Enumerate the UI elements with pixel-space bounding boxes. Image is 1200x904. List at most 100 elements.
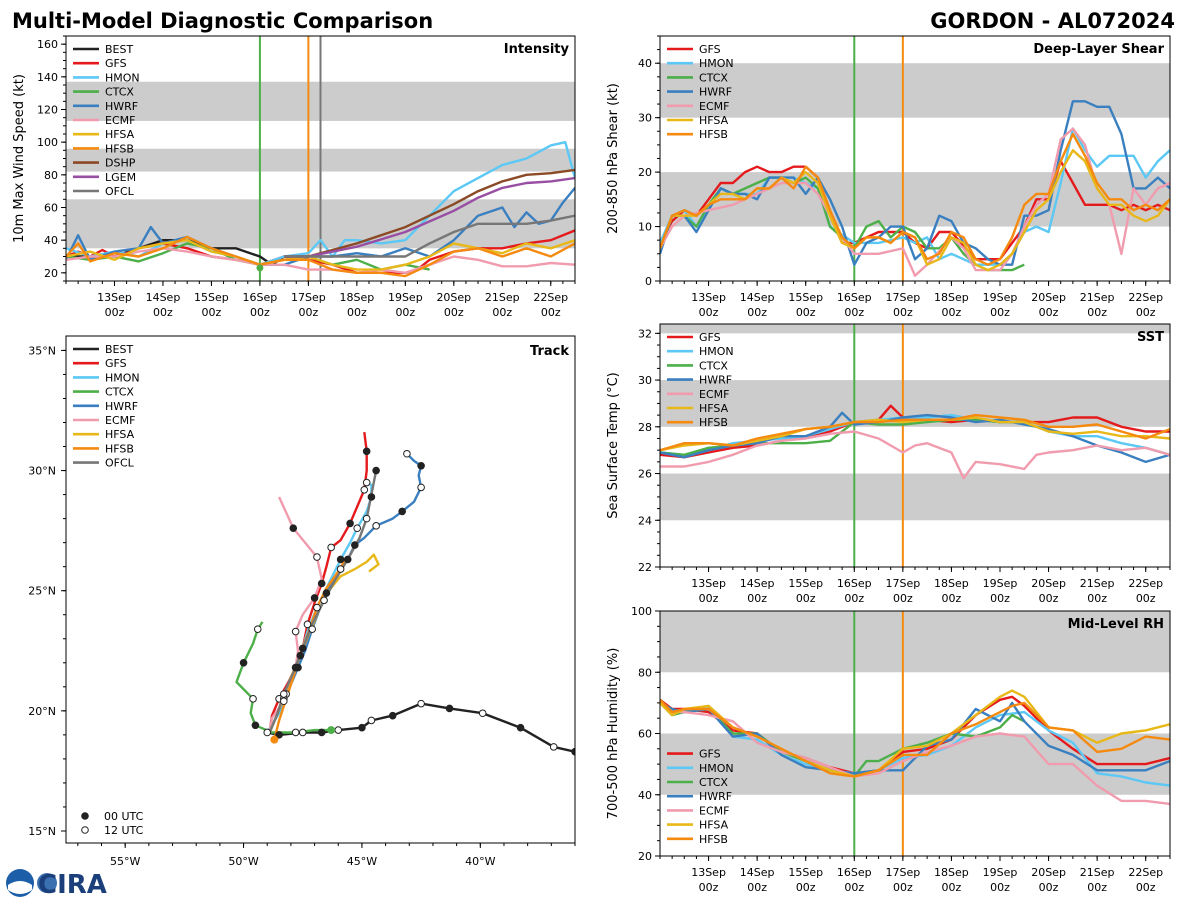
track-marker-legend-symbol — [81, 812, 89, 820]
sst-legend-label-ecmf: ECMF — [699, 388, 729, 401]
intensity-xtick-date: 21Sep — [485, 291, 520, 304]
shear-ylabel: 200-850 hPa Shear (kt) — [606, 83, 621, 234]
rh-xtick-hour: 00z — [699, 881, 719, 894]
shear-xtick-date: 21Sep — [1080, 291, 1115, 304]
track-position-marker — [322, 589, 331, 597]
sst-series-hwrf — [660, 411, 1170, 464]
rh-ytick-label: 80 — [638, 666, 652, 679]
shear-series-hwrf — [660, 100, 1170, 266]
track-legend-label-gfs: GFS — [105, 357, 127, 370]
track-position-marker — [571, 747, 575, 756]
sst-legend-label-hfsb: HFSB — [699, 416, 728, 429]
rh-legend-label-hfsb: HFSB — [699, 833, 728, 846]
track-position-marker — [367, 716, 376, 725]
track-legend-label-hmon: HMON — [105, 371, 140, 384]
sst-xtick-hour: 00z — [699, 592, 719, 605]
rh-band — [660, 611, 1170, 673]
rh-xtick-date: 18Sep — [934, 866, 969, 879]
intensity-title: Intensity — [504, 42, 570, 57]
sst-xtick-hour: 00z — [990, 592, 1010, 605]
storm-id-title: GORDON - AL072024 — [930, 9, 1175, 33]
intensity-xtick-date: 14Sep — [146, 291, 181, 304]
intensity-xtick-hour: 00z — [153, 306, 173, 319]
track-legend-label-hfsa: HFSA — [105, 428, 135, 441]
track-position-marker — [291, 728, 300, 737]
shear-xtick-date: 17Sep — [885, 291, 920, 304]
intensity-xtick-date: 18Sep — [339, 291, 374, 304]
track-position-marker — [549, 743, 558, 751]
rh-legend-label-hfsa: HFSA — [699, 819, 729, 832]
rh-xtick-date: 15Sep — [788, 866, 823, 879]
sst-title: SST — [1137, 330, 1164, 345]
rh-series-hfsb — [660, 698, 1170, 778]
track-ytick-label: 35°N — [28, 344, 56, 357]
sst-series-ecmf — [660, 430, 1170, 480]
intensity-xtick-date: 17Sep — [291, 291, 326, 304]
track-position-marker — [296, 651, 305, 660]
track-position-marker — [516, 723, 525, 732]
track-ctcx-start-marker — [327, 726, 336, 735]
rh-xtick-hour: 00z — [1136, 881, 1156, 894]
track-frame — [65, 335, 576, 844]
intensity-legend-label-hmon: HMON — [105, 71, 140, 84]
shear-legend-label-ctcx: CTCX — [699, 71, 728, 84]
intensity-series-dshp — [284, 168, 575, 258]
sst-xtick-hour: 00z — [1136, 592, 1156, 605]
track-legend-label-hfsb: HFSB — [105, 442, 134, 455]
track-position-marker — [313, 553, 321, 561]
shear-xtick-hour: 00z — [893, 306, 913, 319]
track-position-marker — [298, 728, 307, 737]
intensity-series-hfsa — [66, 238, 575, 271]
track-position-marker — [310, 594, 319, 602]
rh-xtick-date: 14Sep — [740, 866, 775, 879]
track-ytick-label: 25°N — [28, 585, 56, 598]
track-position-marker — [317, 579, 326, 588]
cira-logo: CIRA — [6, 869, 107, 900]
sst-xtick-date: 16Sep — [837, 577, 872, 590]
track-series-best — [266, 702, 575, 753]
track-legend-label-hwrf: HWRF — [105, 400, 138, 413]
shear-ytick-label: 40 — [638, 57, 652, 70]
track-position-marker — [275, 731, 283, 739]
sst-ytick-label: 22 — [638, 561, 652, 574]
rh-legend-label-gfs: GFS — [699, 748, 721, 761]
sst-legend-label-hwrf: HWRF — [699, 374, 732, 387]
shear-ytick-label: 20 — [638, 166, 652, 179]
sst-xtick-hour: 00z — [893, 592, 913, 605]
track-position-marker — [327, 543, 335, 552]
track-position-marker — [417, 699, 425, 708]
shear-xtick-date: 14Sep — [740, 291, 775, 304]
sst-ylabel: Sea Surface Temp (°C) — [606, 372, 621, 519]
track-position-marker — [417, 461, 425, 470]
rh-xtick-hour: 00z — [990, 881, 1010, 894]
track-position-marker — [362, 514, 371, 523]
track-position-marker — [358, 723, 366, 732]
noaa-wave-icon — [8, 881, 32, 894]
intensity-xtick-hour: 00z — [444, 306, 464, 319]
sst-legend-label-hmon: HMON — [699, 345, 734, 358]
track-marker-legend-label: 12 UTC — [104, 824, 144, 837]
intensity-ytick-label: 40 — [44, 234, 58, 247]
intensity-ylabel: 10m Max Wind Speed (kt) — [12, 74, 27, 243]
sst-xtick-date: 14Sep — [740, 577, 775, 590]
rh-xtick-hour: 00z — [844, 881, 864, 894]
track-position-marker — [303, 620, 312, 629]
shear-xtick-hour: 00z — [747, 306, 767, 319]
track-position-marker — [362, 447, 371, 456]
intensity-xtick-hour: 00z — [250, 306, 270, 319]
shear-xtick-date: 15Sep — [788, 291, 823, 304]
rh-ytick-label: 40 — [638, 789, 652, 802]
rh-xtick-date: 20Sep — [1031, 866, 1066, 879]
shear-legend-label-hwrf: HWRF — [699, 86, 732, 99]
sst-xtick-date: 20Sep — [1031, 577, 1066, 590]
track-position-marker — [298, 644, 307, 653]
track-xtick-label: 50°W — [228, 855, 258, 868]
track-position-marker — [478, 709, 487, 718]
sst-ytick-label: 30 — [638, 374, 652, 387]
figure-title: Multi-Model Diagnostic Comparison — [12, 9, 433, 33]
shear-xtick-hour: 00z — [942, 306, 962, 319]
track-position-marker — [417, 483, 425, 492]
track-position-marker — [263, 728, 272, 737]
shear-xtick-hour: 00z — [699, 306, 719, 319]
